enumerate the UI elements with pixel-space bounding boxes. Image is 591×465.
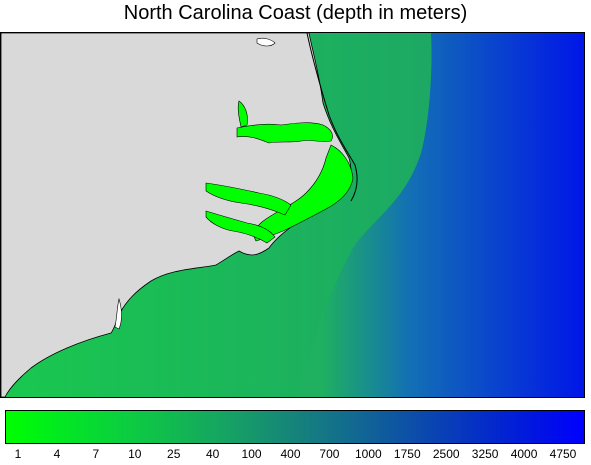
colorbar-label: 700	[319, 447, 340, 461]
map-title: North Carolina Coast (depth in meters)	[123, 2, 468, 24]
colorbar-label: 10	[128, 447, 142, 461]
colorbar-label: 4000	[510, 447, 538, 461]
colorbar-label: 7	[92, 447, 100, 461]
bathymetry-map	[0, 32, 585, 398]
colorbar-label: 4	[53, 447, 61, 461]
colorbar-label: 1750	[393, 447, 421, 461]
colorbar-label: 3250	[471, 447, 499, 461]
colorbar-label: 25	[167, 447, 181, 461]
colorbar-label: 100	[241, 447, 262, 461]
colorbar-label: 400	[280, 447, 301, 461]
colorbar-label: 4750	[549, 447, 577, 461]
colorbar-label: 2500	[432, 447, 460, 461]
land-mass	[1, 33, 352, 397]
albemarle-inlet-north	[237, 100, 248, 128]
colorbar-label: 1000	[354, 447, 382, 461]
colorbar-labels: 1 4 7 10 25 40 100 400 700 1000 1750 2500 3250 4000 47…	[0, 447, 591, 465]
depth-colorbar	[5, 410, 585, 444]
coastal-island	[256, 37, 276, 47]
cape-fear-spit	[114, 297, 122, 330]
colorbar-label: 40	[205, 447, 220, 461]
neuse-river	[205, 210, 276, 244]
albemarle-sound	[236, 122, 333, 144]
pamlico-river	[205, 182, 292, 216]
colorbar-label: 1	[14, 447, 22, 461]
outer-banks	[306, 33, 358, 202]
